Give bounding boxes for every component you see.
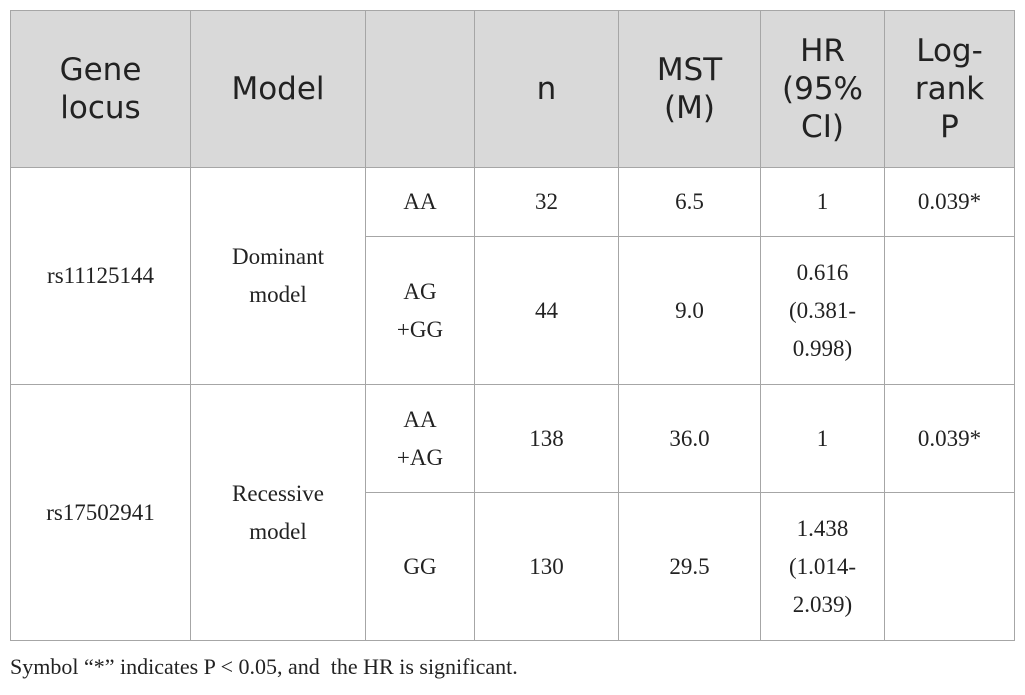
header-text: HR (95% CI) — [782, 33, 863, 145]
cell — [884, 492, 1015, 641]
cell: AG +GG — [365, 236, 475, 385]
cell: 0.039* — [884, 384, 1015, 493]
cell: Dominant model — [190, 167, 366, 385]
row: GG 130 29.5 1.438 (1.014-2.039) — [11, 492, 1015, 641]
cell — [884, 236, 1015, 385]
cell: 1 — [760, 167, 885, 237]
cell: 36.0 — [618, 384, 761, 493]
cell: 130 — [474, 492, 619, 641]
cell: rs11125144 — [10, 167, 191, 385]
header-text: Log-rank P — [914, 33, 985, 145]
cell-text: Dominant model — [232, 244, 324, 307]
cell: 6.5 — [618, 167, 761, 237]
cell: 32 — [474, 167, 619, 237]
cell-text: 1.438 (1.014-2.039) — [788, 515, 857, 617]
header-cell: Log-rank P — [884, 10, 1015, 168]
header-text: MST (M) — [656, 52, 723, 126]
cell: 1 — [760, 384, 885, 493]
header-text: Gene locus — [59, 52, 142, 126]
header-cell: HR (95% CI) — [760, 10, 885, 168]
row: rs11125144 Dominant model AA 32 6.5 1 0.… — [10, 167, 1015, 385]
results-table: Gene locus Model n MST (M) HR (95% CI) L… — [10, 10, 1015, 641]
cell: AA +AG — [365, 384, 475, 493]
footnote: Symbol “*” indicates P < 0.05, and the H… — [10, 654, 518, 679]
cell: 0.616 (0.381-0.998) — [760, 236, 885, 385]
cell-text: 0.616 (0.381-0.998) — [788, 259, 857, 361]
header-text: n — [536, 71, 557, 107]
header-cell: Gene locus — [10, 10, 191, 168]
header-cell: n — [474, 10, 619, 168]
cell-text: AG +GG — [396, 278, 444, 342]
cell: 0.039* — [884, 167, 1015, 237]
row: rs17502941 Recessive model AA +AG 138 36… — [10, 384, 1015, 641]
cell: 138 — [474, 384, 619, 493]
cell-text: Recessive model — [232, 480, 324, 544]
cell-text: AA +AG — [396, 406, 444, 470]
cell: rs17502941 — [10, 384, 191, 641]
cell: Recessive model — [190, 384, 366, 641]
header-text: Model — [231, 71, 325, 107]
cell: 9.0 — [618, 236, 761, 385]
cell: 1.438 (1.014-2.039) — [760, 492, 885, 641]
header-row: Gene locus Model n MST (M) HR (95% CI) L… — [10, 10, 1015, 168]
header-cell: Model — [190, 10, 366, 168]
cell: AA — [365, 167, 475, 237]
cell: GG — [365, 492, 475, 641]
row: AG +GG 44 9.0 0.616 (0.381-0.998) — [11, 236, 1015, 385]
cell: 44 — [474, 236, 619, 385]
header-cell: MST (M) — [618, 10, 761, 168]
cell: 29.5 — [618, 492, 761, 641]
header-cell — [365, 10, 475, 168]
